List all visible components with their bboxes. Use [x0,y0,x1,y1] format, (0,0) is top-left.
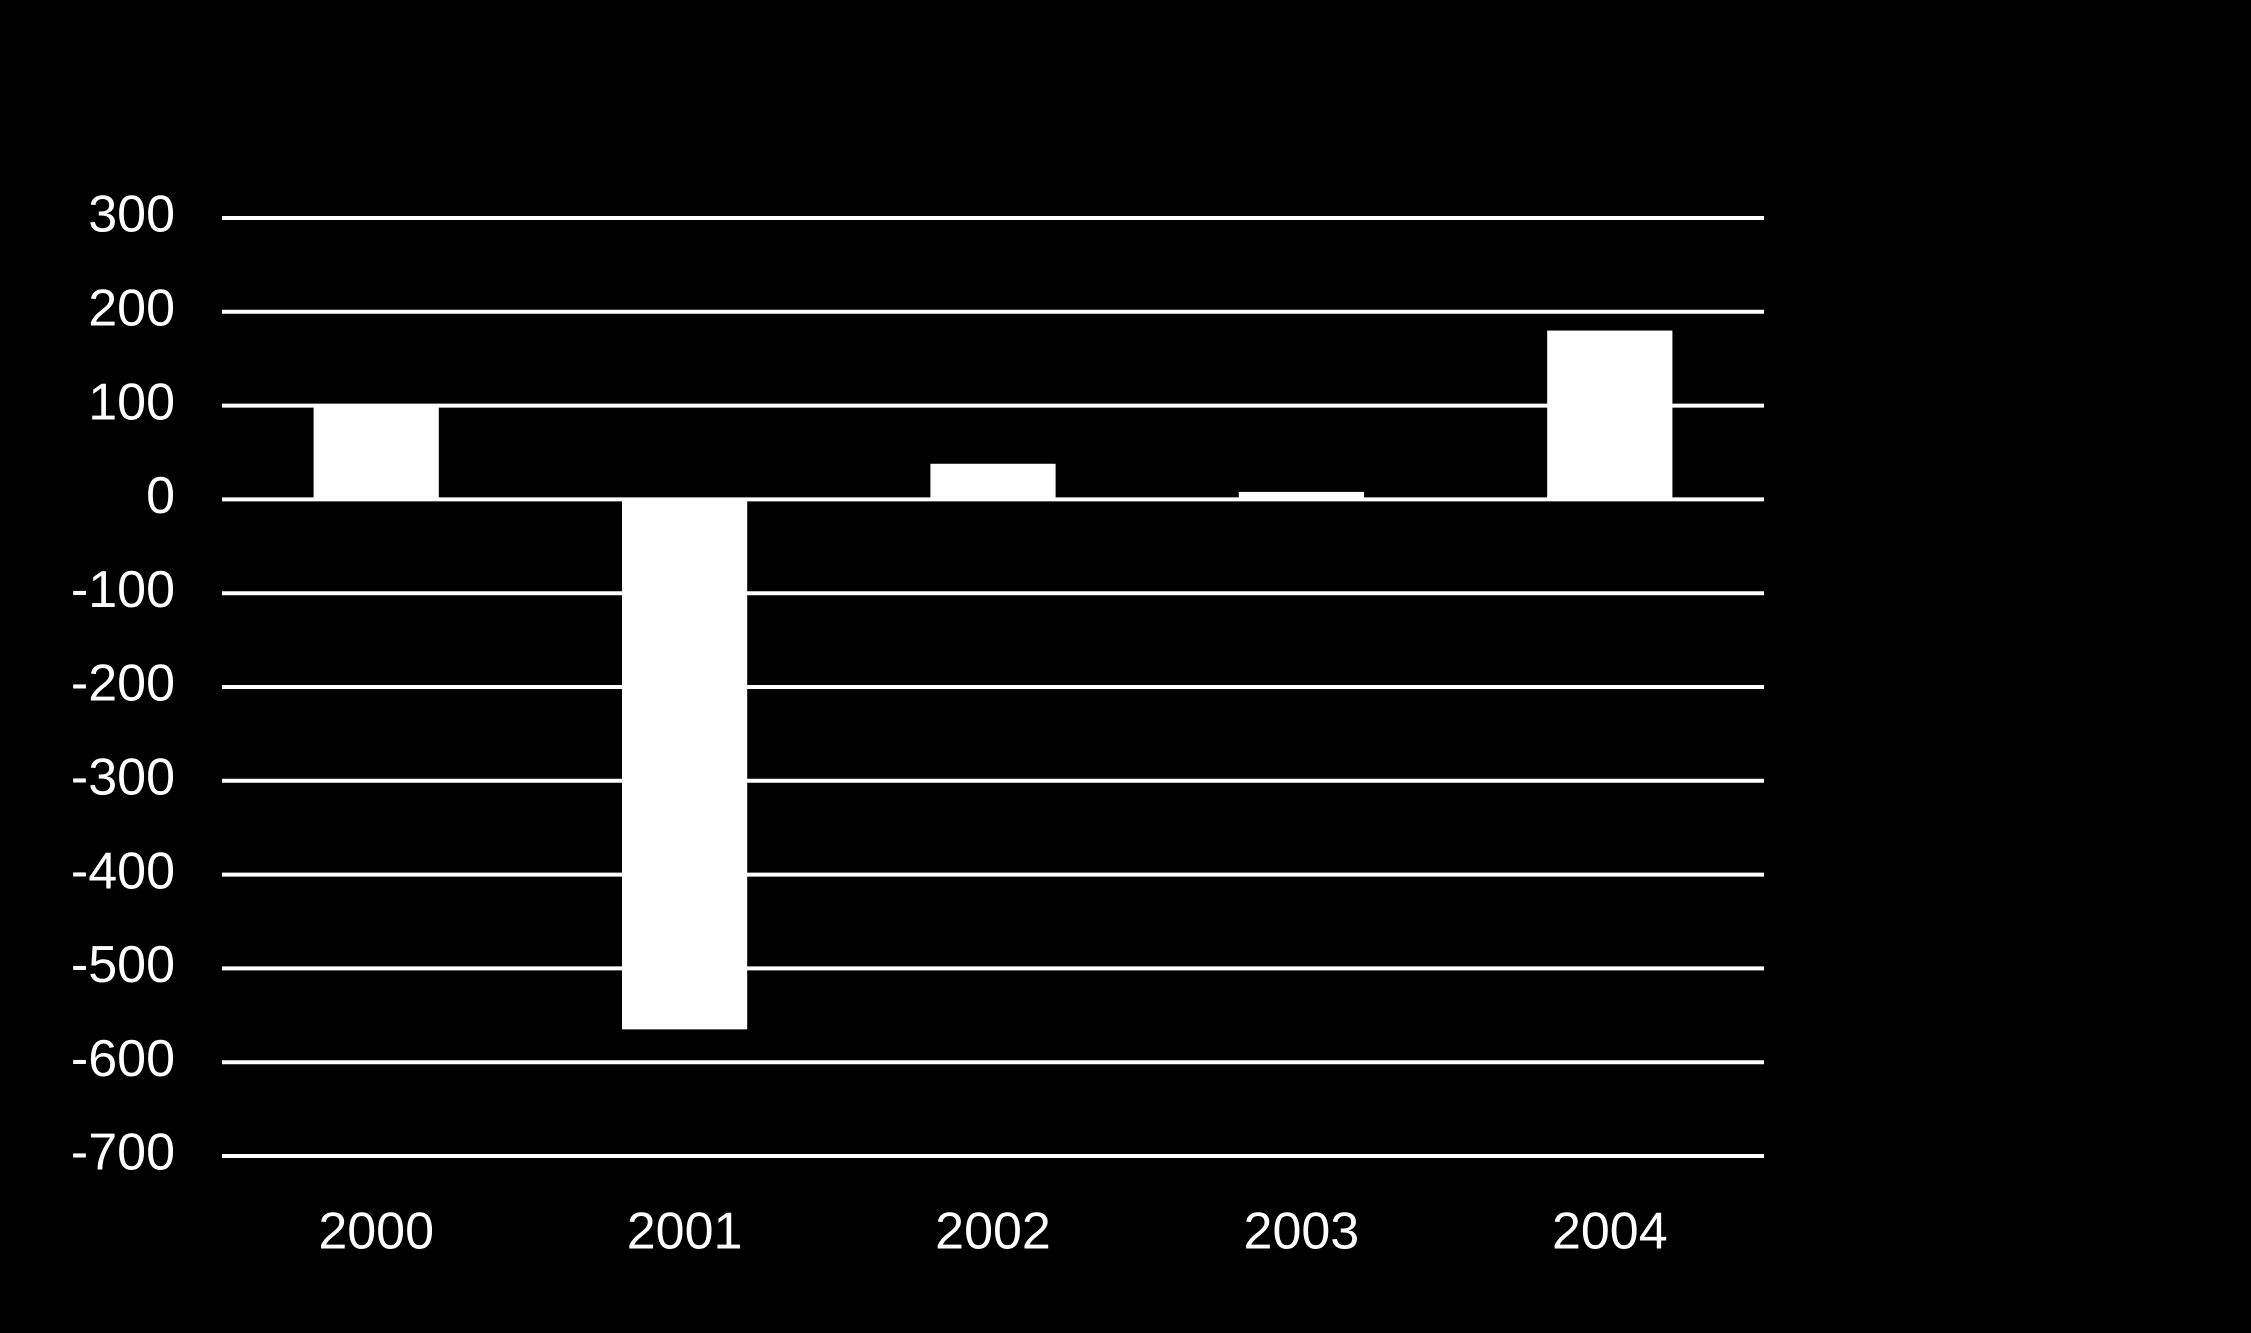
y-tick-label: 300 [88,186,175,244]
bar [1238,491,1365,500]
bar [1547,330,1673,500]
bar [313,405,439,500]
y-tick-label: 200 [88,280,175,338]
x-tick-label: 2000 [318,1203,434,1261]
y-tick-label: -200 [71,655,175,713]
bar [621,499,748,1030]
y-tick-label: 100 [88,373,175,431]
x-tick-label: 2002 [935,1203,1051,1261]
y-tick-label: -600 [71,1030,175,1088]
y-tick-label: -700 [71,1124,175,1182]
x-tick-label: 2004 [1552,1203,1668,1261]
bar [930,463,1056,500]
y-tick-label: 0 [146,467,175,525]
y-tick-label: -500 [71,936,175,994]
y-tick-label: -400 [71,842,175,900]
y-tick-label: -300 [71,749,175,807]
x-tick-label: 2001 [627,1203,743,1261]
y-tick-label: -100 [71,561,175,619]
x-tick-label: 2003 [1244,1203,1360,1261]
